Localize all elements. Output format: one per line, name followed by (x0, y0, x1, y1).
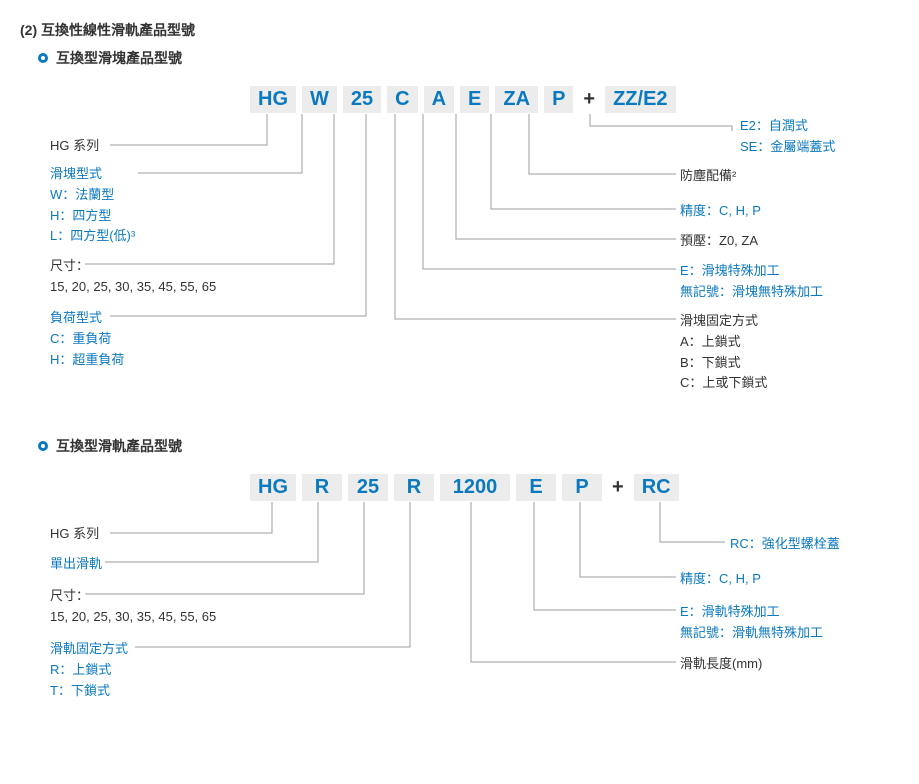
ann-length: 滑軌長度(mm) (680, 654, 762, 675)
code-seg: HG (250, 86, 296, 113)
code-seg: E (516, 474, 556, 501)
block1-subtitle-row: 互換型滑塊產品型號 (38, 48, 899, 68)
code-seg: R (302, 474, 342, 501)
code-seg: C (387, 86, 417, 113)
section-title-text: 互換性線性滑軌產品型號 (41, 22, 195, 38)
diagram-block1: HG W 25 C A E ZA P + ZZ/E2 HG 系列 滑塊型式 W：… (20, 86, 899, 406)
ann-mount: 滑塊固定方式 A：上鎖式 B：下鎖式 C：上或下鎖式 (680, 311, 767, 394)
code-seg: P (562, 474, 602, 501)
ann-special2: E：滑軌特殊加工 無記號：滑軌無特殊加工 (680, 602, 823, 644)
ann-size: 尺寸： 15, 20, 25, 30, 35, 45, 55, 65 (50, 256, 216, 298)
ann-series2: HG 系列 (50, 524, 99, 545)
code-seg: RC (634, 474, 679, 501)
ann-preload: 預壓：Z0, ZA (680, 231, 758, 252)
diagram-block2: HG R 25 R 1200 E P + RC HG 系列 單出滑軌 尺寸： 1… (20, 474, 899, 734)
block1-subtitle: 互換型滑塊產品型號 (56, 48, 182, 68)
code-seg: A (424, 86, 454, 113)
bullet-icon (38, 53, 48, 63)
section-number: (2) (20, 22, 37, 38)
code-seg: HG (250, 474, 296, 501)
ann-load: 負荷型式 C：重負荷 H：超重負荷 (50, 308, 124, 370)
ann-size2: 尺寸： 15, 20, 25, 30, 35, 45, 55, 65 (50, 586, 216, 628)
ann-rc: RC：強化型螺栓蓋 (730, 534, 840, 555)
code-seg: 25 (343, 86, 381, 113)
block2-code-strip: HG R 25 R 1200 E P + RC (250, 474, 679, 501)
code-plus: + (579, 86, 599, 113)
section-header: (2) 互換性線性滑軌產品型號 (20, 20, 899, 40)
bullet-icon (38, 441, 48, 451)
code-plus: + (608, 474, 628, 501)
ann-special: E：滑塊特殊加工 無記號：滑塊無特殊加工 (680, 261, 823, 303)
code-seg: W (302, 86, 337, 113)
code-seg: ZA (495, 86, 538, 113)
ann-dust: 防塵配備² (680, 166, 736, 187)
ann-precision2: 精度：C, H, P (680, 569, 761, 590)
code-seg: 1200 (440, 474, 510, 501)
code-seg: ZZ/E2 (605, 86, 675, 113)
ann-series: HG 系列 (50, 136, 99, 157)
ann-rail-mount: 滑軌固定方式 R：上鎖式 T：下鎖式 (50, 639, 128, 701)
ann-block-type: 滑塊型式 W：法蘭型 H：四方型 L：四方型(低)³ (50, 164, 135, 247)
block2-subtitle: 互換型滑軌產品型號 (56, 436, 182, 456)
code-seg: R (394, 474, 434, 501)
code-seg: P (544, 86, 573, 113)
ann-single: 單出滑軌 (50, 554, 102, 575)
block1-code-strip: HG W 25 C A E ZA P + ZZ/E2 (250, 86, 676, 113)
block2-subtitle-row: 互換型滑軌產品型號 (38, 436, 899, 456)
code-seg: 25 (348, 474, 388, 501)
ann-lube: E2：自潤式 SE：金屬端蓋式 (740, 116, 835, 158)
ann-precision: 精度：C, H, P (680, 201, 761, 222)
code-seg: E (460, 86, 489, 113)
